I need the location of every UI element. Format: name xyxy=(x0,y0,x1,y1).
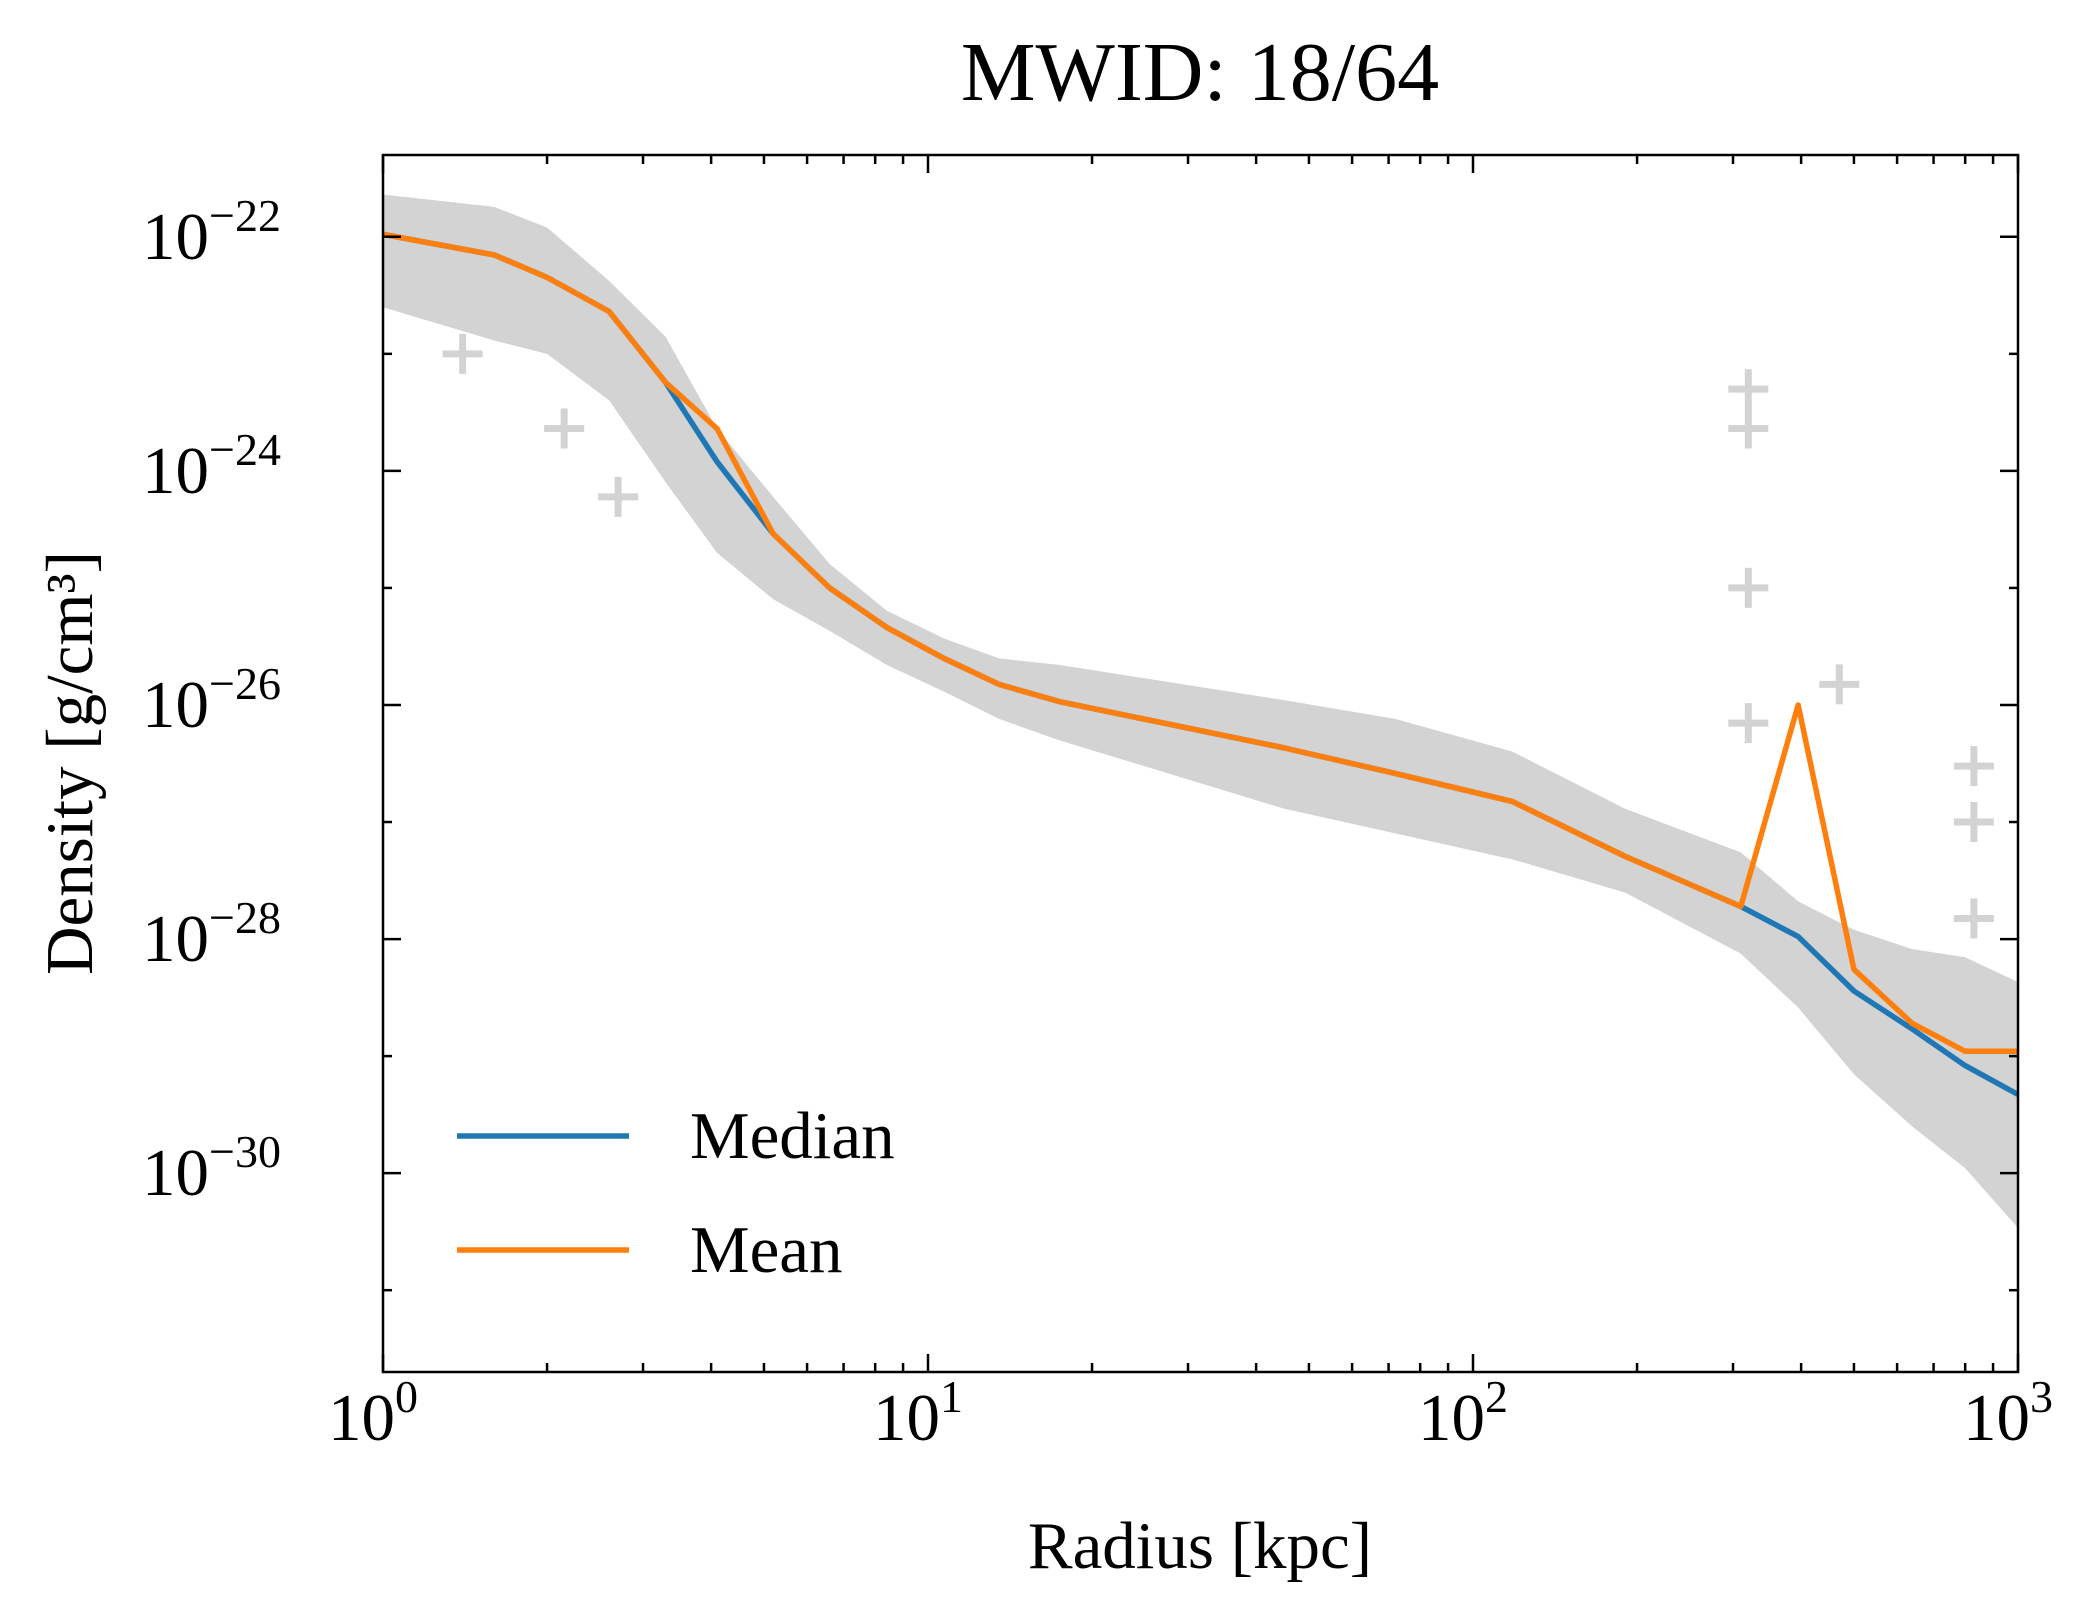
outlier-cross xyxy=(1953,802,1994,843)
y-tick-base: 10 xyxy=(142,200,209,274)
x-tick-exponent: 0 xyxy=(395,1371,418,1422)
y-tick-label: 10−22 xyxy=(142,190,281,274)
y-tick-label: 10−28 xyxy=(142,892,281,976)
x-tick-base: 10 xyxy=(1963,1381,2030,1455)
y-tick-label: 10−24 xyxy=(142,424,281,508)
x-tick-exponent: 3 xyxy=(2030,1371,2053,1422)
x-tick-label: 101 xyxy=(873,1371,963,1455)
y-tick-base: 10 xyxy=(142,1136,209,1210)
y-tick-exponent: −28 xyxy=(209,892,281,943)
outlier-cross xyxy=(1953,898,1994,939)
outlier-cross xyxy=(1728,369,1769,410)
outlier-cross xyxy=(442,333,483,374)
y-axis-label: Density [g/cm³] xyxy=(33,551,107,975)
y-tick-label: 10−30 xyxy=(142,1126,281,1210)
outlier-cross xyxy=(598,476,639,517)
x-axis-label: Radius [kpc] xyxy=(1028,1509,1372,1583)
outlier-cross xyxy=(1728,567,1769,608)
legend-label: Mean xyxy=(690,1213,843,1287)
x-tick-exponent: 2 xyxy=(1485,1371,1508,1422)
x-tick-base: 10 xyxy=(1418,1381,1485,1455)
y-tick-base: 10 xyxy=(142,434,209,508)
y-tick-base: 10 xyxy=(142,668,209,742)
scatter-band xyxy=(383,194,2018,1228)
chart-title: MWID: 18/64 xyxy=(961,26,1439,119)
outlier-cross xyxy=(1819,664,1860,705)
outlier-cross xyxy=(1728,703,1769,744)
y-tick-base: 10 xyxy=(142,902,209,976)
y-tick-exponent: −22 xyxy=(209,190,281,241)
plot-area xyxy=(383,194,2018,1228)
legend-label: Median xyxy=(690,1099,895,1173)
y-tick-exponent: −30 xyxy=(209,1126,281,1177)
y-tick-exponent: −24 xyxy=(209,424,281,475)
outlier-cross xyxy=(1953,746,1994,787)
outlier-cross xyxy=(1728,408,1769,449)
outlier-cross xyxy=(544,408,585,449)
x-tick-base: 10 xyxy=(873,1381,940,1455)
plot-frame xyxy=(381,153,2020,1374)
y-tick-label: 10−26 xyxy=(142,658,281,742)
x-tick-label: 103 xyxy=(1963,1371,2053,1455)
x-tick-label: 102 xyxy=(1418,1371,1508,1455)
series-line xyxy=(383,231,2018,1055)
y-tick-exponent: −26 xyxy=(209,658,281,709)
x-tick-base: 10 xyxy=(328,1381,395,1455)
x-tick-label: 100 xyxy=(328,1371,418,1455)
x-tick-exponent: 1 xyxy=(940,1371,963,1422)
